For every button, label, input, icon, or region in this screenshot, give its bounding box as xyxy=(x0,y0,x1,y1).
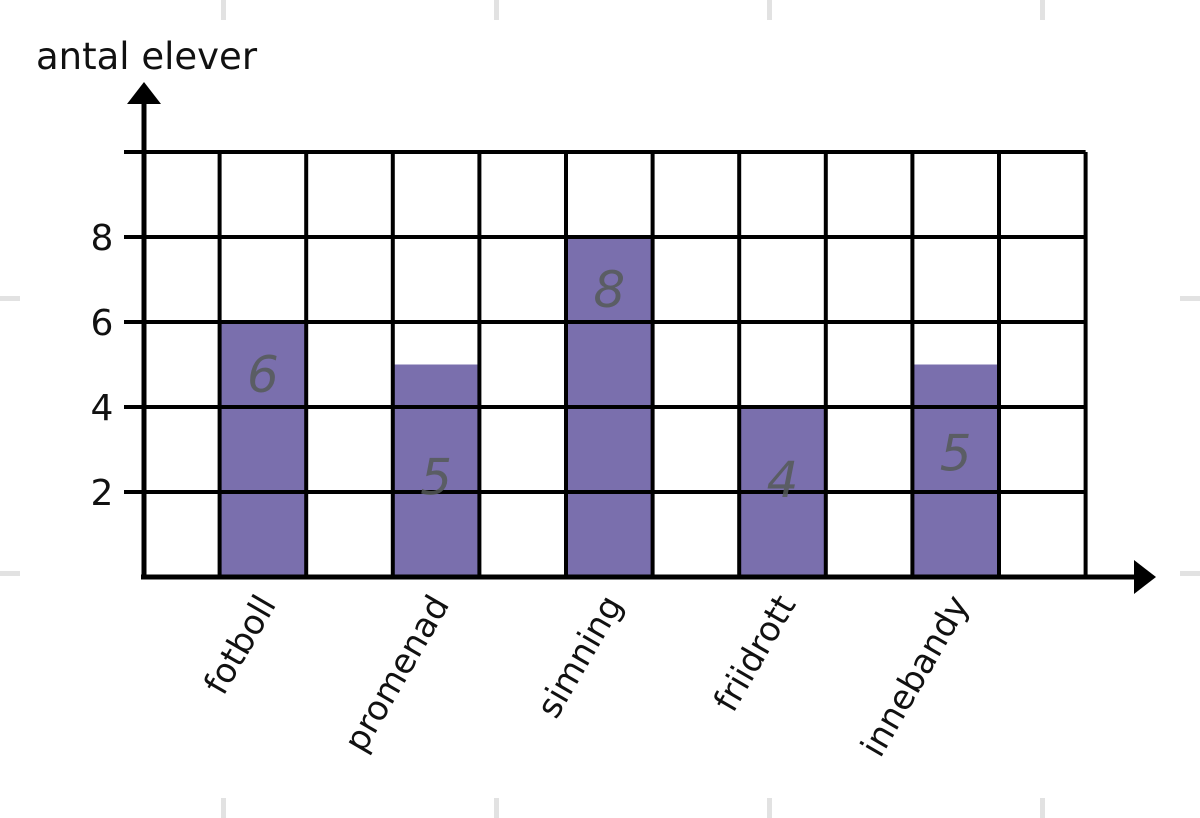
page-mark xyxy=(221,798,226,818)
category-labels: fotboll promenad simning friidrott innebandy xyxy=(196,588,977,763)
y-tick-label: 8 xyxy=(91,218,114,259)
value-label: 4 xyxy=(767,451,799,509)
x-axis-arrow-icon xyxy=(1134,560,1156,594)
category-label: promenad xyxy=(336,589,457,759)
y-tick-labels: 2 4 6 8 xyxy=(91,218,114,514)
y-tick-label: 2 xyxy=(91,473,114,514)
page-mark xyxy=(1180,571,1200,576)
y-axis-label: antal elever xyxy=(36,35,258,78)
value-label: 5 xyxy=(940,425,972,483)
page-mark xyxy=(1040,0,1045,20)
page-mark xyxy=(494,0,499,20)
category-label: friidrott xyxy=(706,589,804,719)
page-mark xyxy=(1180,296,1200,301)
y-tick-label: 6 xyxy=(91,303,114,344)
value-label: 5 xyxy=(420,449,452,507)
bar-innebandy xyxy=(912,364,999,577)
y-axis-arrow-icon xyxy=(127,82,161,104)
category-label: innebandy xyxy=(853,588,977,763)
page-mark xyxy=(0,571,20,576)
grid xyxy=(124,150,1088,577)
bar-promenad xyxy=(392,364,480,577)
y-tick-label: 4 xyxy=(91,388,114,429)
value-label: 8 xyxy=(593,261,625,319)
category-label: simning xyxy=(529,589,631,725)
value-label: 6 xyxy=(247,346,279,404)
axes xyxy=(127,82,1156,594)
page-mark xyxy=(221,0,226,20)
bar-fotboll xyxy=(219,322,307,577)
page-mark xyxy=(1040,798,1045,818)
page-mark xyxy=(494,798,499,818)
page-mark xyxy=(767,798,772,818)
page-mark xyxy=(767,0,772,20)
category-label: fotboll xyxy=(196,589,284,702)
value-labels: 6 5 8 4 5 xyxy=(247,261,972,509)
page-mark xyxy=(0,296,20,301)
